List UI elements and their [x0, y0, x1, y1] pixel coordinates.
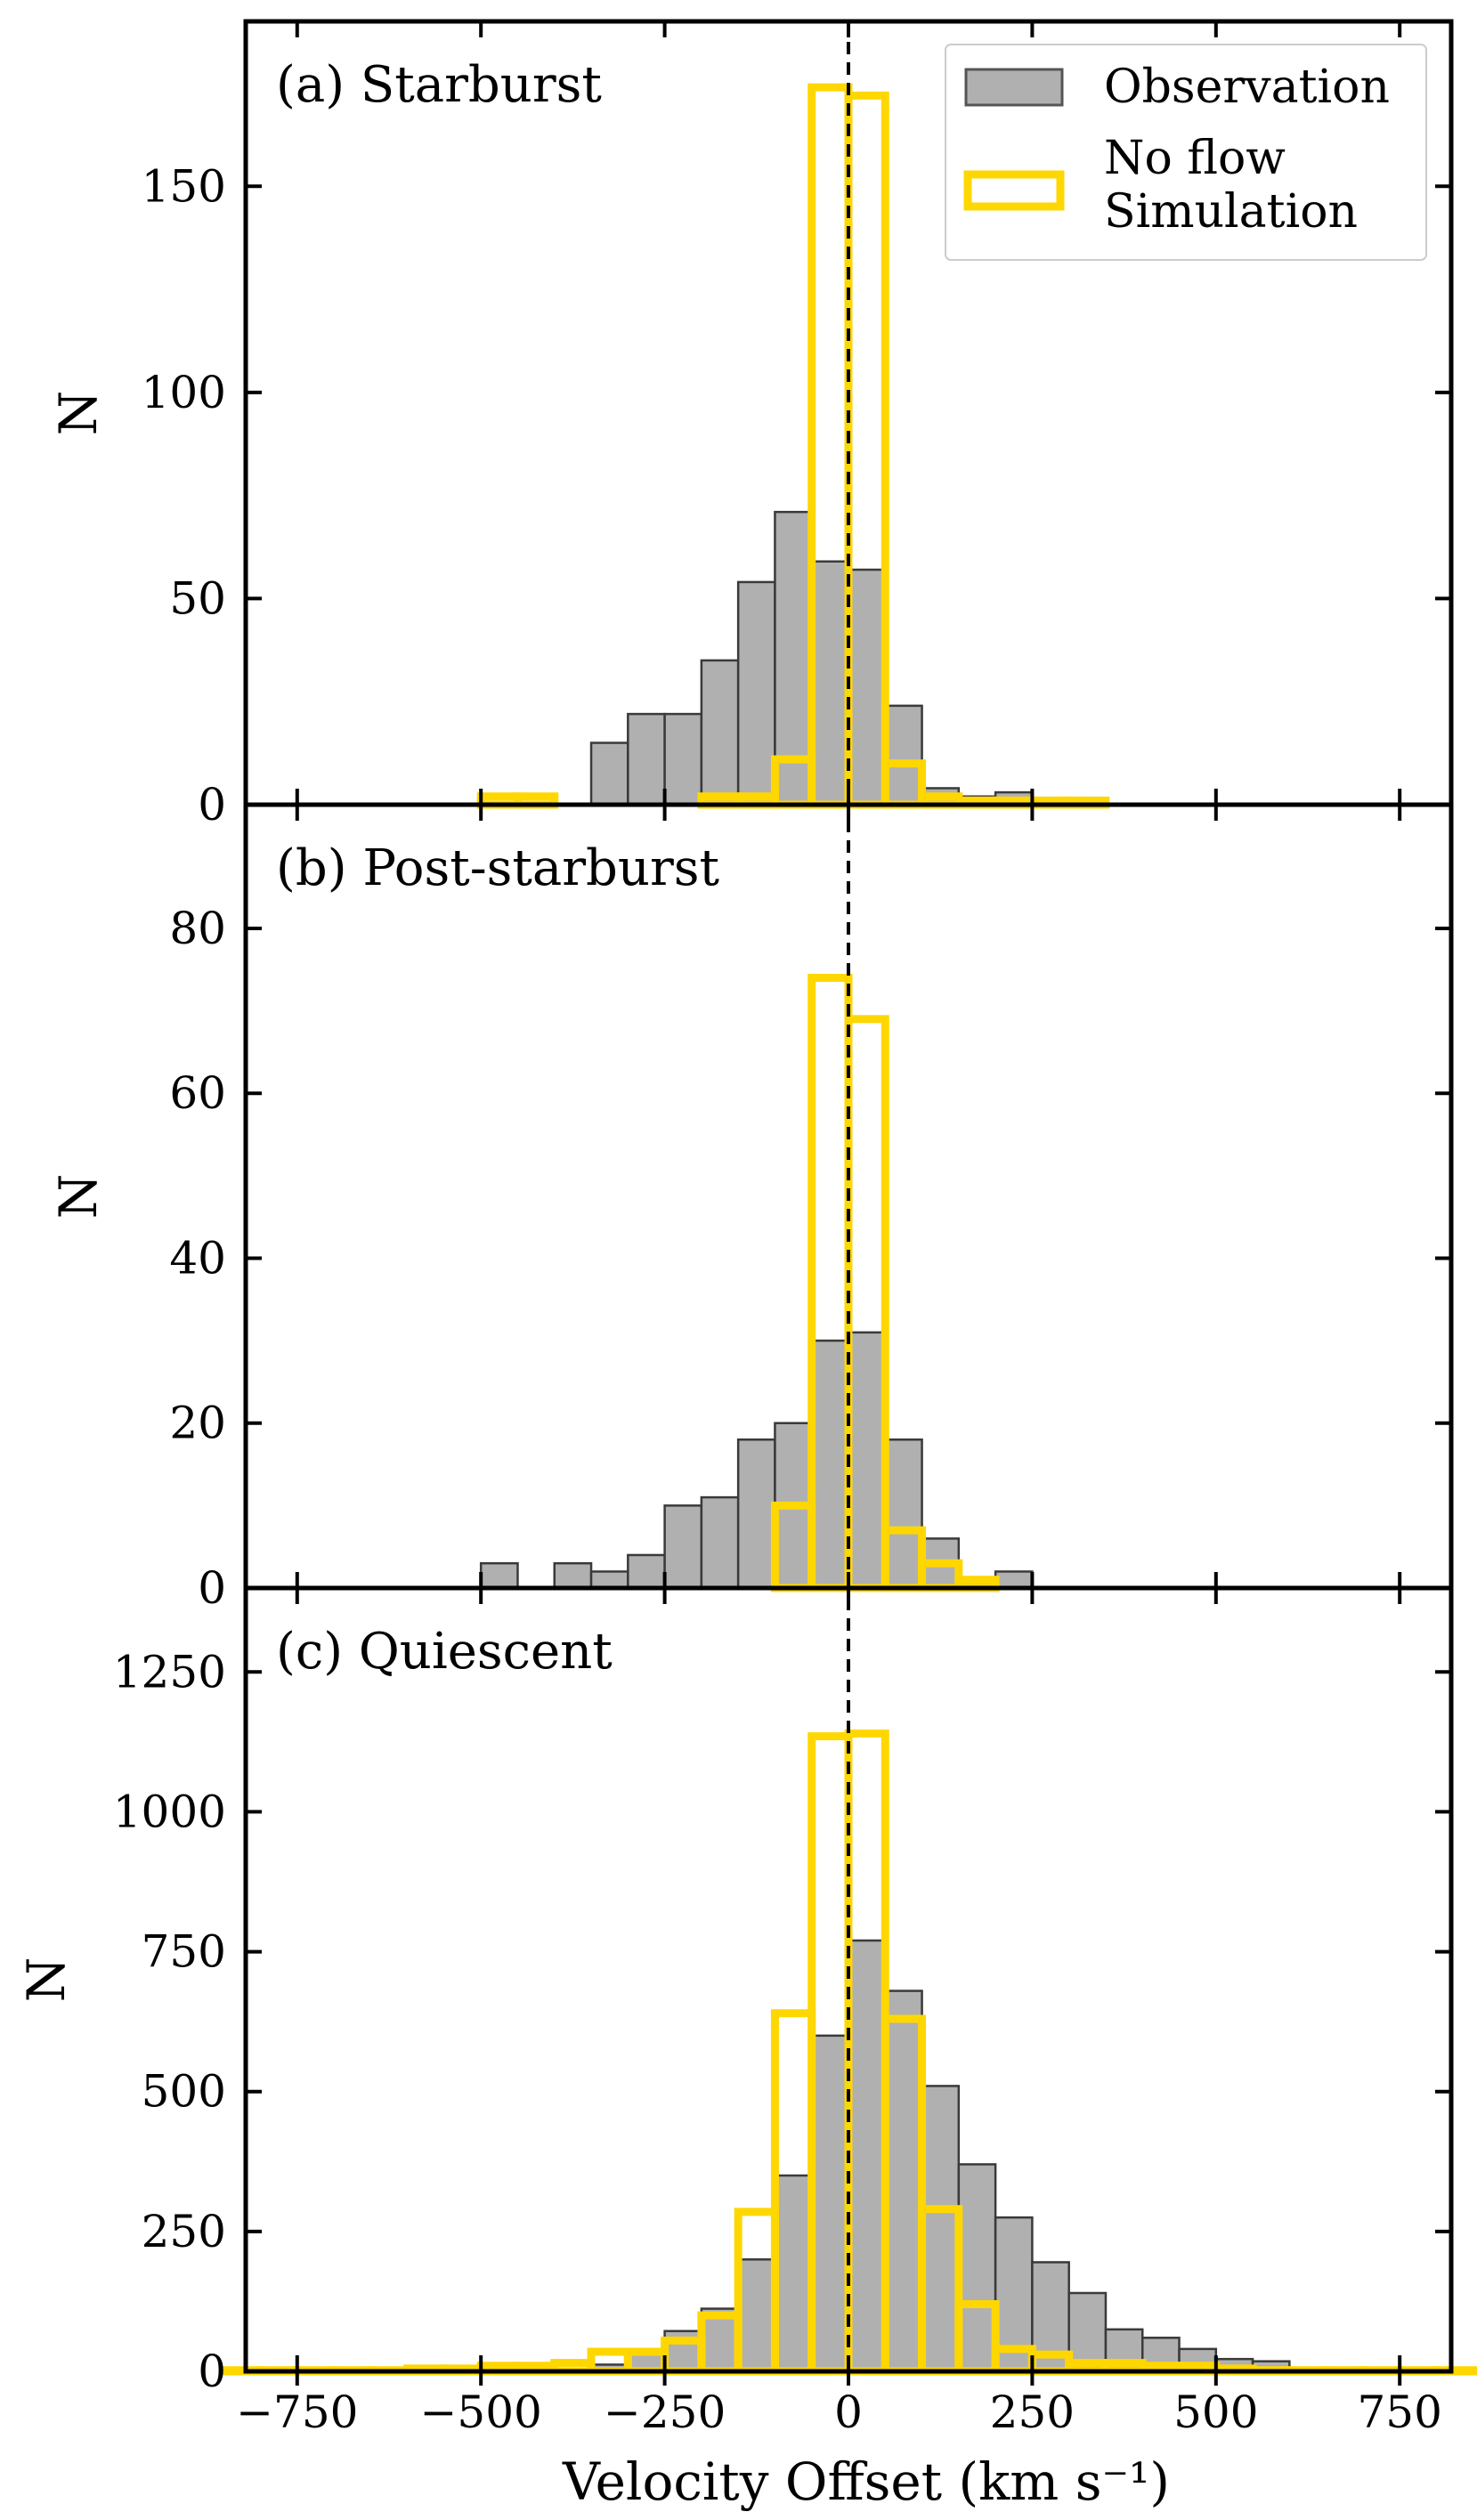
observation-bar: [700, 1495, 740, 1590]
panel-title: (c) Quiescent: [276, 1623, 613, 1681]
observation-bar: [884, 704, 923, 806]
x-tick-label: 0: [834, 2386, 863, 2438]
x-tick-label: 750: [1357, 2386, 1441, 2438]
legend-simulation-swatch: [963, 170, 1065, 211]
y-axis-label: N: [48, 1174, 109, 1219]
y-tick-label: 80: [169, 903, 226, 954]
legend: Observation No flow Simulation: [945, 44, 1427, 261]
observation-bar: [736, 1438, 776, 1590]
legend-observation-label: Observation: [1104, 61, 1390, 114]
observation-bar: [589, 1570, 629, 1590]
y-tick-label: 20: [169, 1398, 226, 1449]
observation-bar: [700, 659, 740, 806]
x-tick-label: 500: [1173, 2386, 1258, 2438]
y-tick-label: 500: [142, 2066, 226, 2118]
y-tick-label: 750: [142, 1926, 226, 1978]
observation-bar: [627, 712, 666, 806]
y-axis-label: N: [16, 1957, 77, 2003]
y-tick-label: 100: [142, 367, 226, 418]
y-tick-label: 1250: [113, 1646, 226, 1698]
x-tick-label: −500: [420, 2386, 542, 2438]
observation-bar: [589, 741, 629, 806]
observation-bar: [663, 712, 703, 806]
observation-bar: [847, 568, 887, 806]
observation-bar: [736, 2258, 776, 2373]
x-tick-label: −250: [604, 2386, 726, 2438]
y-tick-label: 0: [198, 1562, 226, 1614]
y-tick-label: 0: [198, 779, 226, 831]
y-tick-label: 150: [142, 160, 226, 212]
panel-title: (b) Post-starburst: [276, 839, 719, 897]
panel-starburst: 0 50 100 150 N (a) Starburst: [48, 19, 1454, 831]
observation-bar: [736, 580, 776, 806]
y-tick-label: 40: [169, 1232, 226, 1284]
y-tick-label: 1000: [113, 1786, 226, 1837]
x-axis-label: Velocity Offset (km s⁻¹): [562, 2451, 1170, 2512]
observation-bar: [884, 1438, 923, 1590]
legend-box: [945, 44, 1427, 261]
observation-bar: [884, 1989, 923, 2373]
simulation-bar: [587, 2347, 632, 2376]
observation-bar: [663, 1504, 703, 1590]
observation-bar: [994, 1570, 1034, 1590]
observation-bar: [847, 1939, 887, 2373]
panel-title: (a) Starburst: [276, 56, 602, 114]
y-tick-label: 250: [142, 2206, 226, 2257]
legend-simulation-label-line1: No flow: [1104, 132, 1286, 185]
observation-bar: [921, 2085, 961, 2373]
observation-bar: [774, 2174, 813, 2373]
observation-bar: [810, 560, 850, 806]
y-tick-label: 0: [198, 2346, 226, 2397]
observation-bar: [553, 1561, 593, 1590]
observation-bar: [810, 1339, 850, 1590]
observation-bar: [957, 2163, 997, 2373]
y-tick-label: 60: [169, 1067, 226, 1119]
y-axis-label: N: [48, 391, 109, 436]
panel-post-starburst: 0 20 40 60 80 N (b) Post-starburst: [48, 802, 1454, 1614]
observation-bar: [810, 2034, 850, 2373]
observation-bar: [627, 1553, 666, 1590]
x-tick-label: 250: [990, 2386, 1075, 2438]
y-tick-label: 50: [169, 572, 226, 624]
observation-bar: [847, 1331, 887, 1590]
x-axis: −750 −500 −250 0 250 500 750: [236, 2371, 1442, 2438]
legend-simulation-label-line2: Simulation: [1104, 185, 1358, 239]
legend-observation-swatch: [964, 68, 1064, 107]
x-tick-label: −750: [236, 2386, 358, 2438]
observation-bar: [479, 1561, 519, 1590]
panel-quiescent: 0 250 500 750 1000 1250 N (c) Quiescent: [16, 1585, 1477, 2397]
